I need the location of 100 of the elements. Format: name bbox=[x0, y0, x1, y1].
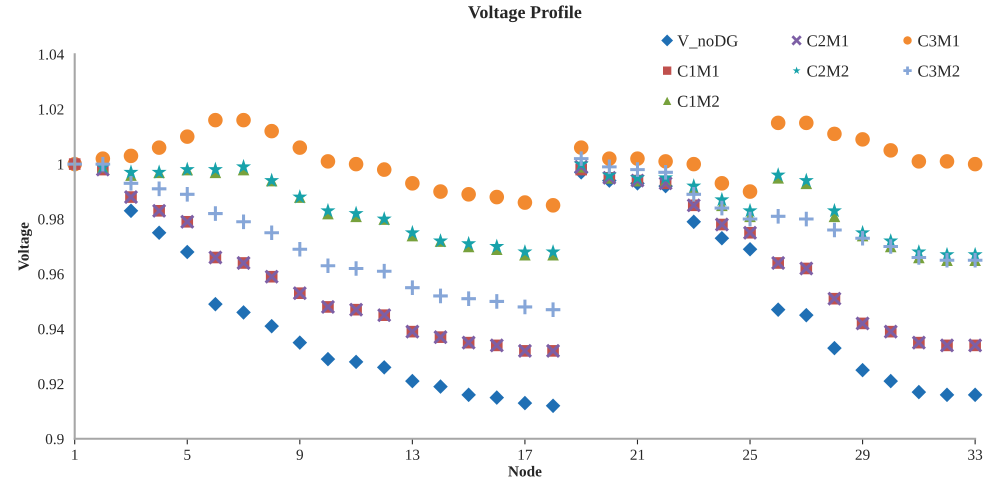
point bbox=[938, 251, 956, 270]
point bbox=[742, 184, 758, 199]
point bbox=[826, 221, 844, 239]
point bbox=[206, 204, 224, 222]
point bbox=[461, 236, 476, 250]
legend-label: C2M2 bbox=[807, 65, 848, 77]
x-tick-label: 1 bbox=[72, 450, 78, 460]
legend-label: C3M1 bbox=[918, 35, 960, 46]
point bbox=[770, 302, 786, 317]
x-tick-label: 13 bbox=[406, 450, 420, 460]
point bbox=[489, 238, 504, 253]
point bbox=[883, 374, 898, 388]
y-tick-label: 0.96 bbox=[38, 269, 64, 280]
point bbox=[516, 298, 534, 316]
y-axis-title: Voltage bbox=[18, 222, 32, 271]
point bbox=[574, 140, 588, 155]
point bbox=[912, 384, 926, 400]
y-tick-label: 1.02 bbox=[38, 104, 64, 115]
point bbox=[180, 129, 195, 144]
point bbox=[124, 204, 138, 218]
point bbox=[320, 352, 336, 366]
y-tick-label: 0.98 bbox=[38, 214, 64, 225]
point bbox=[826, 202, 842, 218]
point bbox=[658, 154, 673, 169]
point bbox=[178, 186, 196, 204]
point bbox=[797, 210, 816, 228]
point bbox=[347, 260, 365, 278]
point bbox=[123, 164, 139, 179]
legend-label: V_noDG bbox=[677, 35, 738, 48]
point bbox=[854, 229, 872, 248]
point bbox=[433, 379, 448, 394]
point bbox=[405, 176, 420, 191]
x-tick-label: 9 bbox=[296, 450, 304, 460]
point bbox=[546, 398, 560, 414]
point bbox=[348, 156, 364, 172]
point bbox=[968, 388, 982, 402]
point bbox=[741, 210, 759, 228]
legend-label: C3M2 bbox=[918, 65, 960, 77]
point bbox=[292, 140, 308, 155]
point bbox=[630, 151, 645, 166]
point bbox=[940, 154, 954, 169]
point bbox=[404, 224, 420, 240]
point bbox=[152, 140, 166, 155]
point bbox=[461, 388, 476, 402]
x-tick-label: 21 bbox=[630, 450, 644, 460]
x-tick-label: 17 bbox=[518, 450, 532, 460]
y-tick-label: 1.04 bbox=[38, 49, 64, 60]
point bbox=[770, 167, 786, 182]
point bbox=[488, 292, 506, 310]
point bbox=[320, 202, 336, 218]
point bbox=[348, 206, 364, 220]
point bbox=[882, 238, 900, 256]
point bbox=[742, 242, 758, 257]
point bbox=[910, 248, 928, 266]
point bbox=[656, 164, 674, 182]
point bbox=[827, 340, 842, 356]
point bbox=[628, 160, 646, 178]
point bbox=[236, 305, 251, 320]
x-tick-label: 29 bbox=[856, 450, 870, 460]
point bbox=[234, 212, 252, 231]
point bbox=[404, 278, 422, 297]
point bbox=[152, 225, 166, 240]
point bbox=[912, 154, 926, 169]
point bbox=[264, 124, 279, 138]
point bbox=[150, 180, 168, 198]
point bbox=[686, 214, 702, 230]
point bbox=[208, 162, 223, 176]
point bbox=[320, 154, 336, 169]
point bbox=[208, 112, 223, 128]
point bbox=[518, 195, 532, 210]
point bbox=[319, 256, 337, 275]
legend-label: C1M1 bbox=[678, 65, 719, 77]
point bbox=[376, 162, 392, 177]
point bbox=[517, 244, 532, 258]
point bbox=[686, 156, 702, 172]
point bbox=[827, 126, 842, 142]
x-tick-label: 5 bbox=[184, 450, 190, 460]
point bbox=[208, 296, 223, 312]
point bbox=[799, 116, 814, 130]
point bbox=[855, 362, 870, 378]
x-axis-title: Node bbox=[508, 466, 542, 477]
point bbox=[883, 143, 898, 158]
point bbox=[460, 290, 478, 308]
point bbox=[94, 155, 112, 173]
point bbox=[236, 112, 251, 128]
point bbox=[968, 156, 982, 172]
point bbox=[546, 244, 561, 258]
point bbox=[122, 174, 140, 192]
point bbox=[518, 396, 532, 410]
point bbox=[600, 158, 618, 176]
point bbox=[124, 148, 138, 164]
point bbox=[291, 240, 309, 258]
chart-title: Voltage Profile bbox=[468, 5, 582, 22]
y-tick-label: 0.94 bbox=[38, 324, 64, 334]
point bbox=[684, 186, 703, 204]
point bbox=[714, 176, 730, 191]
x-tick-label: 33 bbox=[968, 450, 982, 460]
legend-label: C2M1 bbox=[807, 35, 848, 46]
point bbox=[966, 251, 983, 270]
y-tick-label: 1 bbox=[58, 159, 64, 170]
